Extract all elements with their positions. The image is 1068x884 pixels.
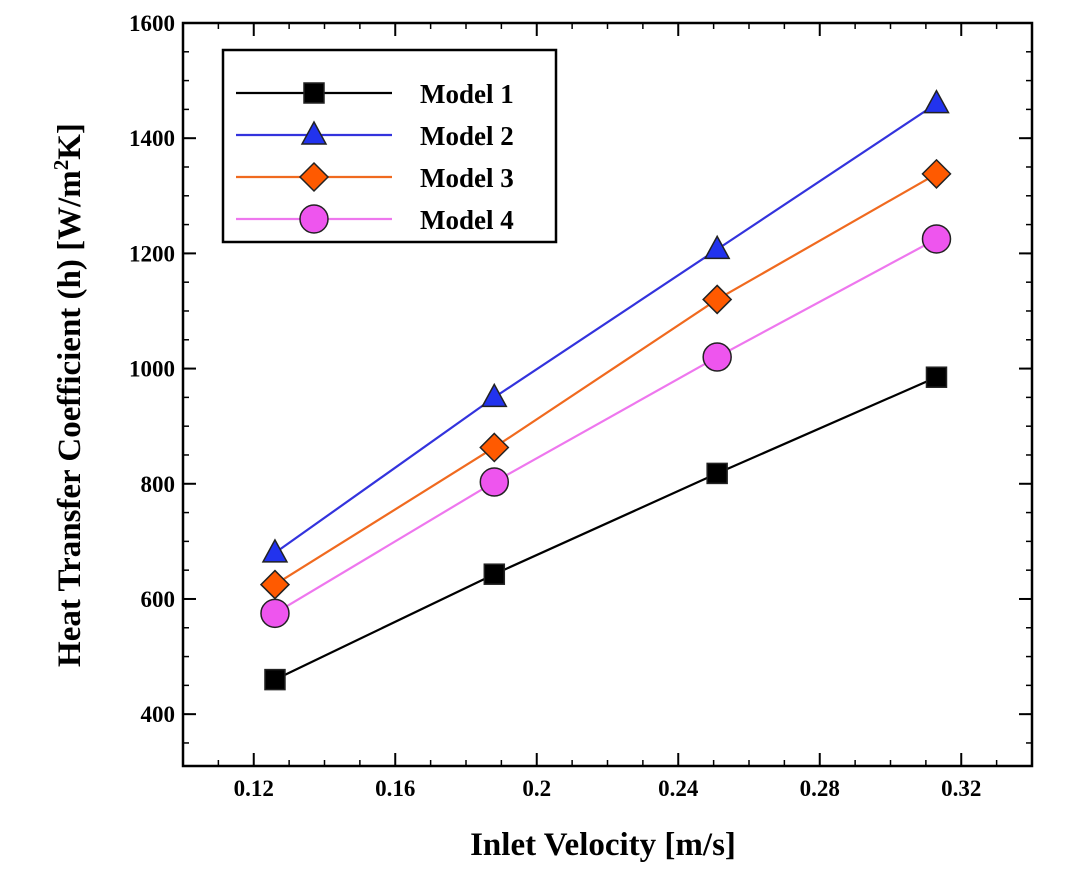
series-model-4 bbox=[260, 224, 952, 629]
series-model-1 bbox=[264, 366, 948, 691]
y-tick-label: 600 bbox=[141, 587, 176, 612]
data-point-model-1 bbox=[483, 563, 506, 585]
x-tick-label: 0.2 bbox=[522, 776, 551, 801]
legend-label-model-1: Model 1 bbox=[420, 79, 514, 109]
data-point-model-1 bbox=[264, 668, 286, 691]
x-tick-label: 0.16 bbox=[375, 776, 415, 801]
data-point-model-4 bbox=[260, 598, 290, 629]
series-model-3 bbox=[259, 158, 952, 600]
data-point-model-4 bbox=[921, 224, 952, 254]
x-axis-title: Inlet Velocity [m/s] bbox=[470, 827, 736, 863]
legend-marker-model-1 bbox=[303, 82, 325, 104]
data-point-model-2 bbox=[923, 89, 950, 114]
data-point-model-3 bbox=[921, 158, 952, 189]
y-tick-label: 400 bbox=[141, 702, 176, 727]
legend-label-model-4: Model 4 bbox=[420, 205, 514, 235]
y-tick-label: 800 bbox=[141, 472, 176, 497]
x-tick-label: 0.24 bbox=[658, 776, 699, 801]
legend-label-model-2: Model 2 bbox=[420, 121, 514, 151]
data-point-model-3 bbox=[479, 432, 510, 463]
data-point-model-1 bbox=[706, 462, 728, 485]
data-point-model-2 bbox=[703, 234, 731, 260]
data-point-model-3 bbox=[259, 569, 291, 600]
y-tick-label: 1000 bbox=[129, 357, 175, 382]
x-tick-label: 0.32 bbox=[941, 776, 981, 801]
legend-label-model-3: Model 3 bbox=[420, 163, 514, 193]
data-point-model-2 bbox=[261, 538, 289, 563]
series-model-2 bbox=[261, 89, 950, 563]
series-line-model-2 bbox=[274, 102, 938, 554]
y-tick-label: 1200 bbox=[129, 241, 175, 266]
y-axis-title: Heat Transfer Coefficient (h) [W/m2K] bbox=[49, 123, 88, 667]
y-tick-label: 1600 bbox=[129, 11, 175, 36]
x-tick-label: 0.28 bbox=[800, 776, 840, 801]
legend-marker-model-4 bbox=[299, 204, 329, 234]
legend-marker-model-2 bbox=[300, 120, 328, 145]
data-point-model-4 bbox=[702, 342, 732, 372]
legend-marker-model-3 bbox=[298, 161, 330, 193]
x-tick-label: 0.12 bbox=[234, 776, 274, 801]
y-tick-label: 1400 bbox=[129, 126, 175, 151]
data-point-model-4 bbox=[479, 467, 510, 497]
series-line-model-4 bbox=[274, 238, 938, 615]
data-point-model-1 bbox=[925, 366, 948, 388]
series-line-model-3 bbox=[274, 172, 938, 586]
data-point-model-2 bbox=[481, 382, 508, 408]
legend-box bbox=[221, 48, 558, 244]
data-point-model-3 bbox=[702, 284, 733, 315]
series-line-model-1 bbox=[274, 376, 937, 681]
